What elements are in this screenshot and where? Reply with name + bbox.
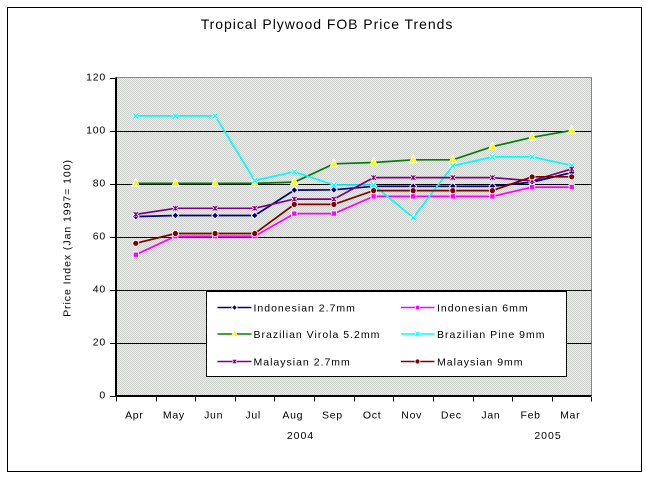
svg-text:May: May — [163, 410, 185, 422]
svg-text:Malaysian 2.7mm: Malaysian 2.7mm — [254, 357, 351, 369]
svg-text:Indonesian 6mm: Indonesian 6mm — [437, 303, 529, 315]
svg-text:120: 120 — [86, 72, 106, 84]
svg-text:Mar: Mar — [560, 410, 580, 422]
svg-text:Brazilian Pine 9mm: Brazilian Pine 9mm — [437, 329, 545, 341]
svg-text:Jan: Jan — [481, 410, 500, 422]
svg-text:80: 80 — [93, 178, 106, 190]
svg-text:Feb: Feb — [520, 410, 540, 422]
svg-text:2005: 2005 — [534, 430, 561, 442]
svg-text:Sep: Sep — [322, 410, 343, 422]
svg-text:Jul: Jul — [245, 410, 261, 422]
svg-text:Aug: Aug — [282, 410, 303, 422]
svg-text:Dec: Dec — [441, 410, 462, 422]
svg-text:Indonesian 2.7mm: Indonesian 2.7mm — [254, 303, 356, 315]
svg-text:40: 40 — [93, 284, 106, 296]
svg-text:Apr: Apr — [125, 410, 143, 422]
svg-text:Tropical Plywood FOB Price Tre: Tropical Plywood FOB Price Trends — [201, 16, 454, 32]
svg-text:Price Index (Jan 1997= 100): Price Index (Jan 1997= 100) — [62, 159, 74, 317]
svg-text:20: 20 — [93, 337, 106, 349]
svg-text:Malaysian 9mm: Malaysian 9mm — [437, 357, 524, 369]
svg-text:Brazilian Virola 5.2mm: Brazilian Virola 5.2mm — [254, 329, 381, 341]
svg-text:0: 0 — [99, 390, 106, 402]
svg-text:Oct: Oct — [363, 410, 381, 422]
svg-text:2004: 2004 — [287, 430, 314, 442]
svg-text:60: 60 — [93, 231, 106, 243]
svg-text:Jun: Jun — [204, 410, 223, 422]
svg-text:Nov: Nov — [401, 410, 422, 422]
svg-text:100: 100 — [86, 125, 106, 137]
